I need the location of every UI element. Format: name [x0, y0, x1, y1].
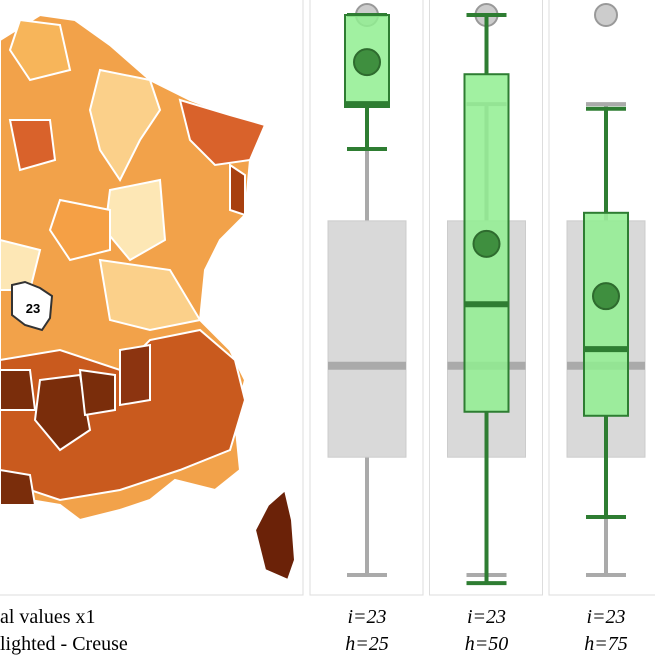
caption: lighted - Creuse — [0, 633, 128, 655]
label-i: i=23 — [586, 606, 625, 628]
mean — [592, 282, 620, 311]
region — [0, 468, 37, 506]
region — [98, 258, 202, 332]
map: 23 — [0, 0, 304, 596]
region — [0, 369, 37, 411]
box — [463, 73, 510, 413]
region — [8, 119, 57, 172]
label-h: h=75 — [584, 633, 628, 655]
region — [33, 373, 92, 452]
box — [583, 211, 629, 417]
outlier — [594, 3, 618, 27]
label-h: h=50 — [465, 633, 509, 655]
map-frame — [0, 0, 304, 596]
panel-frame — [548, 0, 655, 596]
mean — [353, 48, 381, 77]
department-label: 23 — [26, 301, 40, 316]
highlighted-department — [11, 280, 54, 332]
mean — [472, 229, 501, 258]
reference-box — [327, 220, 407, 458]
label-i: i=23 — [347, 606, 386, 628]
label-h: h=25 — [345, 633, 389, 655]
region — [8, 18, 72, 82]
region — [229, 163, 246, 217]
panel-frame — [309, 0, 424, 596]
region — [78, 368, 116, 417]
corsica — [253, 488, 297, 582]
region — [88, 68, 162, 182]
region — [119, 343, 151, 407]
caption: al values x1 — [0, 606, 96, 628]
panel-frame — [429, 0, 543, 596]
region — [178, 98, 267, 167]
region — [48, 198, 111, 262]
label-i: i=23 — [467, 606, 506, 628]
